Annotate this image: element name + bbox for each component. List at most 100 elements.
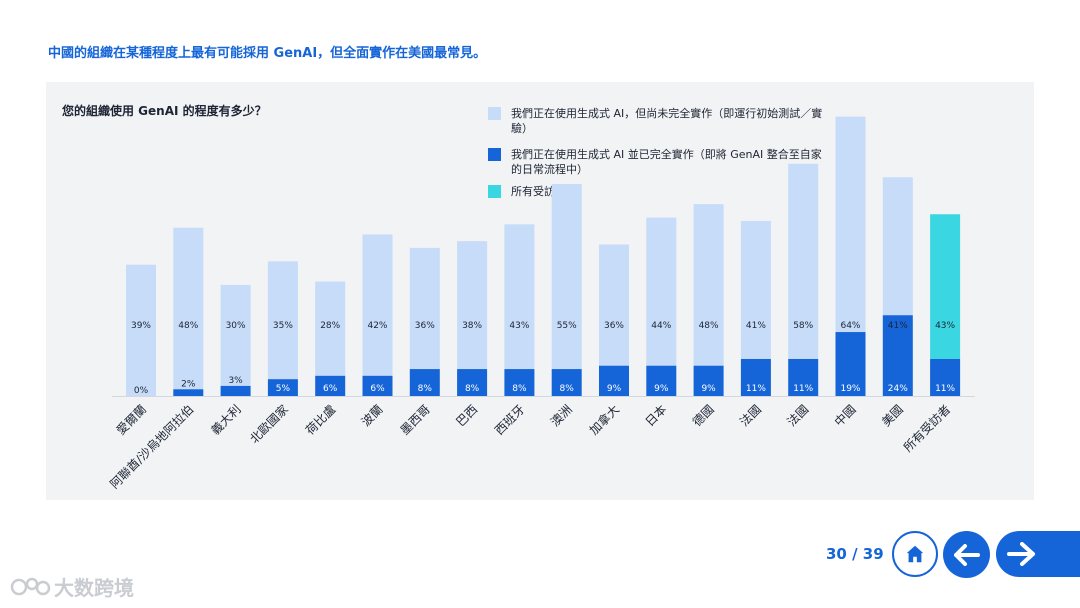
bar-full-17 (930, 358, 961, 396)
bar-label-full-8: 8% (512, 384, 527, 394)
bar-label-partial-9: 55% (557, 321, 577, 331)
bar-partial-6 (409, 247, 440, 370)
bar-label-full-3: 5% (276, 384, 291, 394)
bar-label-full-14: 11% (793, 384, 813, 394)
bar-label-full-13: 11% (746, 384, 766, 394)
headline: 中國的組織在某種程度上最有可能採用 GenAI，但全面實作在美國最常見。 (48, 46, 487, 61)
home-button[interactable] (892, 531, 938, 577)
x-tick-label-8: 西班牙 (492, 402, 527, 437)
chart-question: 您的組織使用 GenAI 的程度有多少？ (62, 104, 267, 118)
bar-partial-8 (504, 224, 535, 370)
bar-label-full-11: 9% (654, 384, 669, 394)
bar-partial-10 (599, 244, 629, 366)
bar-label-partial-2: 30% (226, 321, 246, 331)
bar-partial-14 (788, 163, 819, 359)
x-tick-label-14: 法國 (784, 402, 811, 429)
bar-label-partial-5: 42% (367, 321, 387, 331)
bar-label-partial-8: 43% (509, 321, 529, 331)
bar-partial-16 (882, 177, 913, 316)
bar-label-full-10: 9% (607, 384, 622, 394)
bar-label-partial-4: 28% (320, 321, 340, 331)
x-tick-label-16: 美國 (879, 402, 906, 429)
legend-label-partial: 我們正在使用生成式 AI，但尚未完全實作（即運行初始測試／實驗） (511, 107, 823, 135)
bar-label-full-4: 6% (323, 384, 338, 394)
home-icon (906, 545, 924, 563)
bar-full-14 (788, 358, 819, 396)
bar-label-full-15: 19% (840, 384, 860, 394)
legend-item-partial: 我們正在使用生成式 AI，但尚未完全實作（即運行初始測試／實驗） (488, 106, 828, 136)
x-tick-label-5: 波蘭 (359, 402, 386, 429)
bar-label-partial-13: 41% (746, 321, 766, 331)
chart-panel (46, 82, 1034, 500)
bar-partial-12 (693, 204, 724, 366)
bar-partial-9 (551, 183, 582, 370)
bar-label-full-7: 8% (465, 384, 480, 394)
bar-full-16 (882, 315, 913, 396)
bar-label-full-0: 0% (134, 386, 149, 396)
bar-partial-7 (457, 241, 488, 370)
next-page-button[interactable] (996, 531, 1080, 577)
bar-full-5 (362, 375, 393, 396)
bar-label-partial-3: 35% (273, 321, 293, 331)
legend-label-full: 我們正在使用生成式 AI 並已完全實作（即將 GenAI 整合至自家的日常流程中… (511, 148, 822, 176)
x-tick-label-10: 加拿大 (586, 402, 622, 438)
bar-full-10 (599, 365, 629, 396)
page-indicator: 30 / 39 (826, 545, 884, 563)
bar-partial-4 (315, 281, 346, 376)
previous-page-button[interactable] (943, 531, 990, 578)
bar-partial-2 (220, 284, 251, 386)
bar-label-full-6: 8% (418, 384, 433, 394)
legend-swatch-full (488, 148, 501, 161)
arrow-right-icon (1007, 542, 1035, 566)
bar-full-9 (551, 369, 582, 396)
bar-partial-13 (740, 220, 771, 359)
x-tick-label-15: 中國 (831, 402, 859, 430)
x-tick-label-4: 荷比盧 (303, 402, 338, 437)
bar-label-partial-12: 48% (699, 321, 719, 331)
bar-label-full-12: 9% (701, 384, 716, 394)
bar-partial-1 (173, 227, 204, 390)
watermark-text: 大数跨境 (54, 576, 134, 600)
x-tick-label-11: 日本 (643, 402, 670, 429)
bar-full-1 (173, 389, 204, 396)
bar-label-partial-6: 36% (415, 321, 435, 331)
x-tick-label-3: 北歐國家 (246, 402, 291, 447)
bar-full-8 (504, 369, 535, 396)
legend-swatch-all (488, 185, 501, 198)
bar-full-6 (409, 369, 440, 396)
bar-full-4 (315, 375, 346, 396)
x-tick-label-7: 巴西 (453, 402, 480, 429)
bar-label-full-9: 8% (560, 384, 575, 394)
bar-label-full-17: 11% (935, 384, 955, 394)
legend-item-full: 我們正在使用生成式 AI 並已完全實作（即將 GenAI 整合至自家的日常流程中… (488, 147, 828, 177)
x-tick-label-17: 所有受訪者 (900, 402, 953, 455)
bar-full-11 (646, 365, 677, 396)
x-tick-label-6: 墨西哥 (398, 402, 433, 437)
bar-label-partial-17: 43% (935, 321, 955, 331)
bar-partial-0 (126, 264, 156, 396)
bar-label-partial-10: 36% (604, 321, 624, 331)
bar-label-partial-11: 44% (651, 321, 671, 331)
bar-full-3 (267, 379, 298, 396)
x-tick-label-0: 愛爾蘭 (114, 402, 149, 437)
legend-swatch-partial (488, 107, 501, 120)
x-tick-label-2: 義大利 (208, 402, 244, 438)
x-tick-label-12: 德國 (689, 402, 717, 430)
bar-partial-15 (835, 116, 866, 333)
bar-label-partial-16: 41% (888, 321, 908, 331)
bar-full-12 (693, 365, 724, 396)
bar-label-full-2: 3% (228, 376, 243, 386)
bar-label-partial-15: 64% (840, 321, 860, 331)
bar-full-15 (835, 332, 866, 396)
x-tick-label-1: 阿聯酋/沙烏地阿拉伯 (107, 402, 197, 492)
bar-partial-17 (930, 214, 961, 359)
bar-full-7 (457, 369, 488, 396)
bar-label-partial-0: 39% (131, 321, 151, 331)
bar-label-partial-7: 38% (462, 321, 482, 331)
bar-full-13 (740, 358, 771, 396)
bar-label-full-16: 24% (888, 384, 908, 394)
x-tick-label-9: 澳洲 (548, 402, 575, 429)
arrow-left-icon (953, 543, 980, 566)
watermark-logo-icon (10, 577, 51, 595)
